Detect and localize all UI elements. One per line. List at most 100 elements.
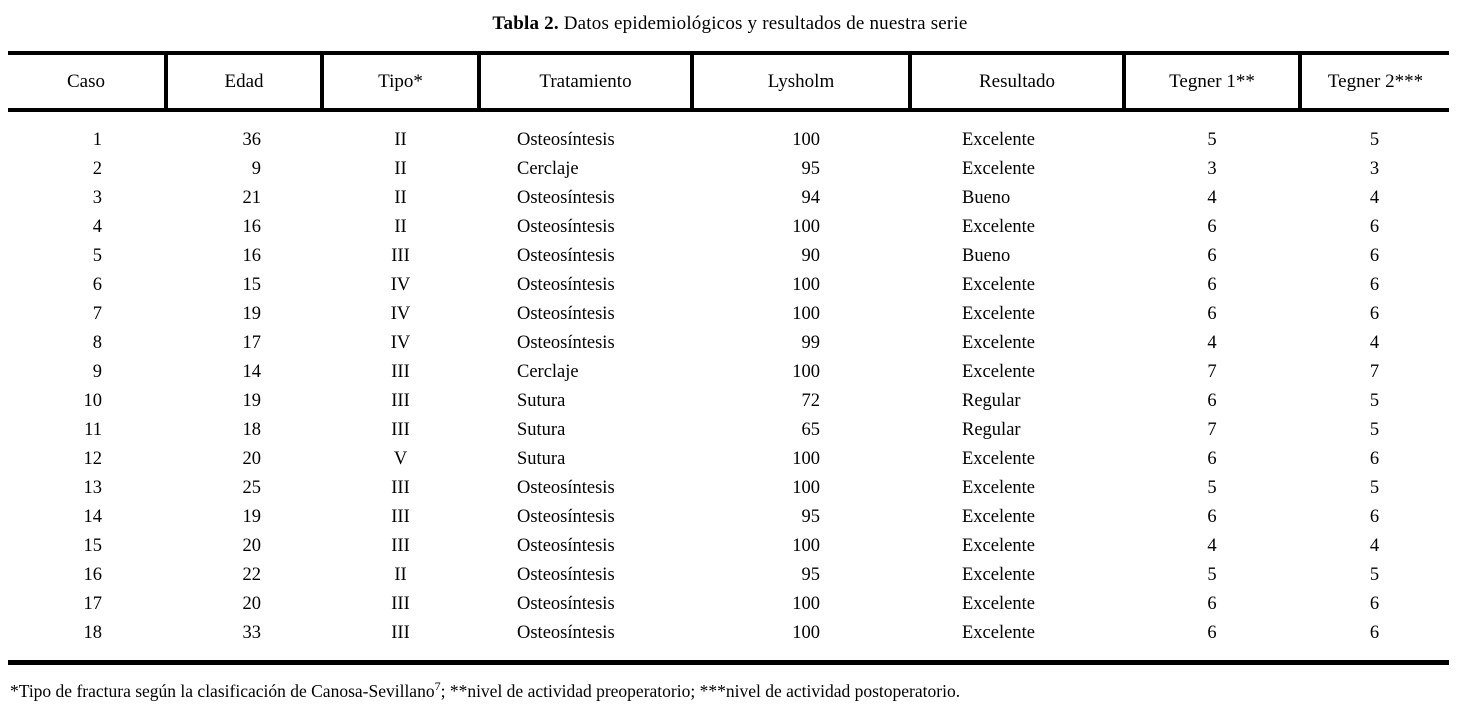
- table-row: 8 17 IV Osteosíntesis 99 Excelente 4 4: [8, 329, 1449, 358]
- cell-lysholm: 65: [801, 420, 821, 440]
- cell-tegner1: 4: [1207, 536, 1217, 556]
- cell-lysholm: 95: [801, 565, 821, 585]
- cell-resultado: Bueno: [962, 246, 1011, 266]
- table-row: 7 19 IV Osteosíntesis 100 Excelente 6 6: [8, 300, 1449, 329]
- cell-caso: 16: [83, 565, 103, 585]
- cell-resultado: Regular: [962, 391, 1021, 411]
- cell-caso: 1: [92, 130, 102, 150]
- cell-lysholm: 100: [792, 362, 820, 382]
- cell-tegner2: 5: [1369, 130, 1380, 150]
- cell-edad: 21: [242, 188, 262, 208]
- cell-lysholm: 100: [792, 217, 820, 237]
- table-row: 14 19 III Osteosíntesis 95 Excelente 6 6: [8, 503, 1449, 532]
- table-row: 12 20 V Sutura 100 Excelente 6 6: [8, 445, 1449, 474]
- cell-tipo: II: [394, 159, 407, 179]
- cell-tipo: III: [391, 594, 410, 614]
- table-title-label: Tabla 2.: [492, 13, 559, 34]
- cell-lysholm: 72: [801, 391, 821, 411]
- cell-tipo: V: [393, 449, 408, 469]
- cell-tegner1: 3: [1207, 159, 1217, 179]
- cell-lysholm: 99: [801, 333, 821, 353]
- cell-tegner2: 6: [1369, 304, 1380, 324]
- table-title-text: Datos epidemiológicos y resultados de nu…: [558, 13, 968, 34]
- footnote-text-1: *Tipo de fractura según la clasificación…: [10, 681, 435, 701]
- cell-edad: 19: [242, 304, 262, 324]
- cell-edad: 25: [242, 478, 262, 498]
- cell-tipo: III: [391, 246, 410, 266]
- cell-caso: 14: [83, 507, 103, 527]
- cell-tegner1: 5: [1207, 478, 1217, 498]
- cell-edad: 9: [251, 159, 261, 179]
- cell-tratamiento: Osteosíntesis: [517, 304, 615, 324]
- cell-tratamiento: Osteosíntesis: [517, 536, 615, 556]
- cell-tegner2: 4: [1369, 536, 1380, 556]
- cell-resultado: Excelente: [962, 507, 1035, 527]
- cell-tegner2: 6: [1369, 449, 1380, 469]
- cell-tegner1: 4: [1207, 333, 1217, 353]
- table-row: 13 25 III Osteosíntesis 100 Excelente 5 5: [8, 474, 1449, 503]
- cell-tegner2: 6: [1369, 246, 1380, 266]
- cell-edad: 17: [242, 333, 262, 353]
- cell-tegner2: 5: [1369, 478, 1380, 498]
- cell-tratamiento: Cerclaje: [517, 362, 579, 382]
- cell-resultado: Excelente: [962, 304, 1035, 324]
- cell-resultado: Regular: [962, 420, 1021, 440]
- cell-tegner2: 6: [1369, 507, 1380, 527]
- cell-resultado: Excelente: [962, 594, 1035, 614]
- cell-caso: 12: [83, 449, 103, 469]
- column-header-lysholm: Lysholm: [690, 51, 910, 112]
- cell-tegner1: 6: [1207, 217, 1217, 237]
- cell-caso: 3: [92, 188, 102, 208]
- footnote-reference-superscript: 7: [434, 679, 441, 694]
- cell-caso: 10: [83, 391, 103, 411]
- cell-tegner1: 7: [1207, 362, 1217, 382]
- cell-resultado: Excelente: [962, 623, 1035, 643]
- cell-edad: 19: [242, 391, 262, 411]
- cell-tratamiento: Osteosíntesis: [517, 246, 615, 266]
- cell-tratamiento: Osteosíntesis: [517, 623, 615, 643]
- cell-tegner1: 6: [1207, 507, 1217, 527]
- cell-tipo: III: [391, 623, 410, 643]
- cell-caso: 18: [83, 623, 103, 643]
- footnote-text-2: ; **nivel de actividad preoperatorio; **…: [440, 681, 961, 701]
- cell-tegner2: 5: [1369, 565, 1380, 585]
- cell-tratamiento: Sutura: [517, 391, 566, 411]
- cell-tegner2: 5: [1369, 391, 1380, 411]
- cell-tipo: IV: [390, 275, 411, 295]
- table-row: 17 20 III Osteosíntesis 100 Excelente 6 6: [8, 590, 1449, 619]
- cell-tegner2: 6: [1369, 217, 1380, 237]
- cell-tipo: II: [394, 217, 407, 237]
- cell-tegner1: 7: [1207, 420, 1217, 440]
- cell-edad: 18: [242, 420, 262, 440]
- table-row: 18 33 III Osteosíntesis 100 Excelente 6 6: [8, 619, 1449, 663]
- cell-caso: 4: [92, 217, 102, 237]
- cell-tipo: II: [394, 565, 407, 585]
- footnote: *Tipo de fractura según la clasificación…: [10, 679, 961, 702]
- cell-caso: 17: [83, 594, 103, 614]
- cell-tipo: IV: [390, 304, 411, 324]
- cell-tipo: IV: [390, 333, 411, 353]
- cell-resultado: Excelente: [962, 217, 1035, 237]
- cell-tegner2: 7: [1369, 362, 1380, 382]
- table-row: 9 14 III Cerclaje 100 Excelente 7 7: [8, 358, 1449, 387]
- cell-tegner1: 5: [1207, 130, 1217, 150]
- cell-tipo: III: [391, 391, 410, 411]
- cell-tratamiento: Cerclaje: [517, 159, 579, 179]
- cell-tratamiento: Osteosíntesis: [517, 130, 615, 150]
- cell-resultado: Excelente: [962, 565, 1035, 585]
- cell-edad: 20: [242, 536, 262, 556]
- cell-tipo: III: [391, 478, 410, 498]
- cell-resultado: Bueno: [962, 188, 1011, 208]
- cell-tegner2: 5: [1369, 420, 1380, 440]
- cell-tegner1: 5: [1207, 565, 1217, 585]
- cell-caso: 2: [92, 159, 102, 179]
- cell-edad: 36: [242, 130, 262, 150]
- column-header-tratamiento: Tratamiento: [477, 51, 692, 112]
- cell-tegner1: 6: [1207, 246, 1217, 266]
- cell-lysholm: 100: [792, 304, 820, 324]
- cell-caso: 13: [83, 478, 103, 498]
- cell-lysholm: 94: [801, 188, 821, 208]
- cell-resultado: Excelente: [962, 478, 1035, 498]
- cell-resultado: Excelente: [962, 159, 1035, 179]
